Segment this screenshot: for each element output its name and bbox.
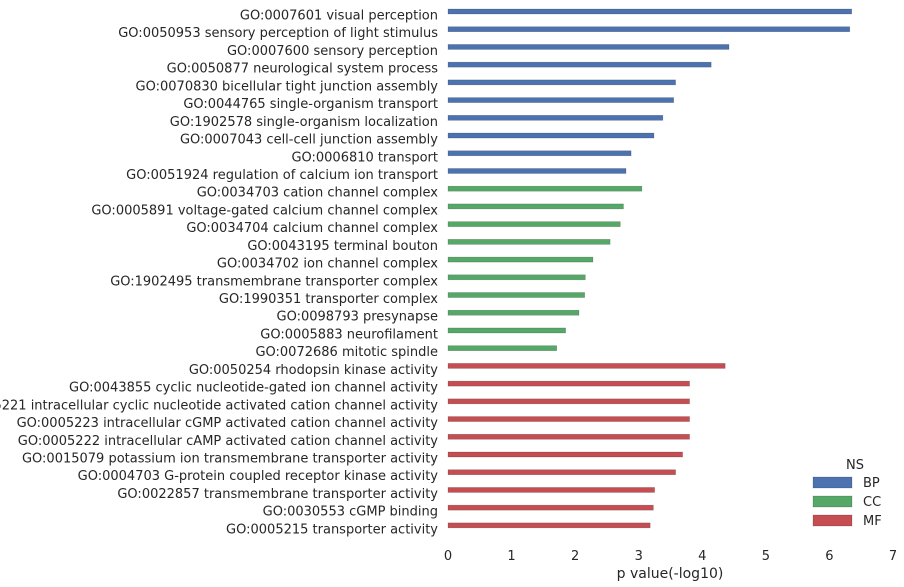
category-label: GO:0044765 single-organism transport: [183, 97, 438, 112]
category-label: GO:0043195 terminal bouton: [247, 239, 438, 254]
legend-label: BP: [863, 476, 880, 491]
category-label: GO:0007601 visual perception: [240, 9, 438, 24]
bar: [447, 292, 585, 298]
bar: [447, 380, 690, 387]
legend: NS BP CC MF: [812, 458, 882, 529]
bar: [447, 504, 654, 511]
bar: [447, 115, 664, 121]
bar: [447, 433, 690, 440]
legend-swatch: [812, 514, 853, 527]
category-label: GO:0007043 cell-cell junction assembly: [180, 133, 438, 148]
category-label: GO:0030553 cGMP binding: [263, 505, 438, 520]
category-label: GO:1902495 transmembrane transporter com…: [110, 274, 438, 289]
category-label: GO:1902578 single-organism localization: [170, 115, 438, 130]
bar: [447, 274, 586, 281]
bar-series: [447, 8, 852, 529]
bar: [447, 203, 624, 210]
bar: [447, 150, 632, 157]
x-tick-label: 2: [571, 549, 579, 564]
category-label: GO:0005883 neurofilament: [260, 327, 438, 342]
category-label: GO:0005223 intracellular cGMP activated …: [17, 416, 439, 431]
bar: [447, 345, 558, 351]
bar: [447, 8, 852, 15]
bar: [447, 44, 730, 50]
category-label: GO:0034704 calcium channel complex: [186, 221, 438, 236]
x-tick-label: 0: [444, 549, 452, 564]
category-label: GO:0004703 G-protein coupled receptor ki…: [78, 469, 439, 484]
category-label: GO:0005215 transporter activity: [226, 522, 438, 537]
legend-swatch: [812, 495, 853, 508]
x-axis-ticks: 0 1 2 3 4 5 6 7: [444, 549, 897, 564]
x-tick-label: 3: [635, 549, 643, 564]
bar: [447, 451, 683, 458]
category-label: GO:0006810 transport: [291, 150, 438, 165]
legend-label: CC: [863, 495, 881, 510]
x-axis-label: p value(-log10): [617, 566, 724, 582]
category-label: GO:0022857 transmembrane transporter act…: [117, 487, 438, 502]
bar: [447, 221, 621, 227]
category-label: GO:0005222 intracellular cAMP activated …: [18, 434, 439, 449]
category-label: GO:0050877 neurological system process: [167, 62, 439, 77]
bar: [447, 79, 676, 86]
category-label: GO:0050953 sensory perception of light s…: [118, 26, 438, 41]
bar: [447, 256, 594, 263]
bar: [447, 26, 851, 33]
x-tick-label: 7: [889, 549, 897, 564]
bar: [447, 363, 726, 369]
x-tick-label: 5: [762, 549, 770, 564]
category-label: GO:0070830 bicellular tight junction ass…: [136, 79, 439, 94]
legend-swatch: [812, 476, 853, 489]
legend-title: NS: [846, 458, 864, 473]
bar: [447, 309, 580, 316]
bar: [447, 239, 611, 245]
x-tick-label: 6: [825, 549, 833, 564]
bar: [447, 61, 712, 68]
bar: [447, 327, 566, 334]
category-label: GO:1990351 transporter complex: [219, 292, 438, 307]
x-tick-label: 1: [507, 549, 515, 564]
category-label: GO:0005891 voltage-gated calcium channel…: [91, 203, 438, 218]
category-label: GO:0051924 regulation of calcium ion tra…: [126, 168, 438, 183]
category-label: GO:0098793 presynapse: [277, 310, 439, 325]
bar: [447, 168, 627, 174]
bar: [447, 132, 655, 139]
category-label: GO:0043855 cyclic nucleotide-gated ion c…: [69, 381, 438, 396]
bar: [447, 398, 690, 405]
category-label: GO:0050254 rhodopsin kinase activity: [189, 363, 438, 378]
category-label: GO:0005221 intracellular cyclic nucleoti…: [0, 398, 438, 413]
category-label: GO:0034702 ion channel complex: [217, 257, 438, 272]
bar: [447, 185, 643, 192]
bar: [447, 416, 690, 422]
bar: [447, 487, 655, 493]
bar: [447, 97, 674, 103]
category-label: GO:0015079 potassium ion transmembrane t…: [22, 452, 438, 467]
category-label: GO:0034703 cation channel complex: [197, 186, 439, 201]
x-tick-label: 4: [698, 549, 706, 564]
category-label: GO:0007600 sensory perception: [227, 44, 438, 59]
bar: [447, 469, 676, 476]
bar: [447, 522, 651, 529]
category-labels: GO:0007601 visual perception GO:0050953 s…: [0, 9, 438, 538]
legend-label: MF: [863, 514, 882, 529]
category-label: GO:0072686 mitotic spindle: [255, 345, 438, 360]
